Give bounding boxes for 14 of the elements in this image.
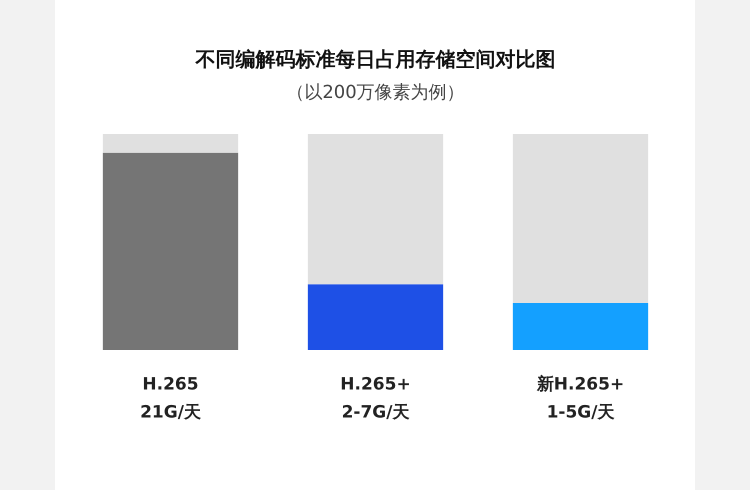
- bar: [102, 134, 238, 153]
- bar: [102, 152, 238, 350]
- bar: [512, 303, 648, 350]
- data-label: 21G/天: [140, 402, 201, 422]
- x-tick-label: H.265+: [340, 374, 411, 394]
- data-label: 1-5G/天: [546, 402, 614, 422]
- x-tick-label: H.265: [142, 374, 199, 394]
- chart-title: 不同编解码标准每日占用存储空间对比图: [194, 47, 556, 71]
- bar: [512, 134, 648, 304]
- bar: [308, 134, 444, 284]
- bar: [308, 284, 444, 350]
- x-tick-label: 新H.265+: [536, 374, 624, 394]
- data-label: 2-7G/天: [342, 402, 410, 422]
- chart-subtitle: （以200万像素为例）: [286, 82, 465, 103]
